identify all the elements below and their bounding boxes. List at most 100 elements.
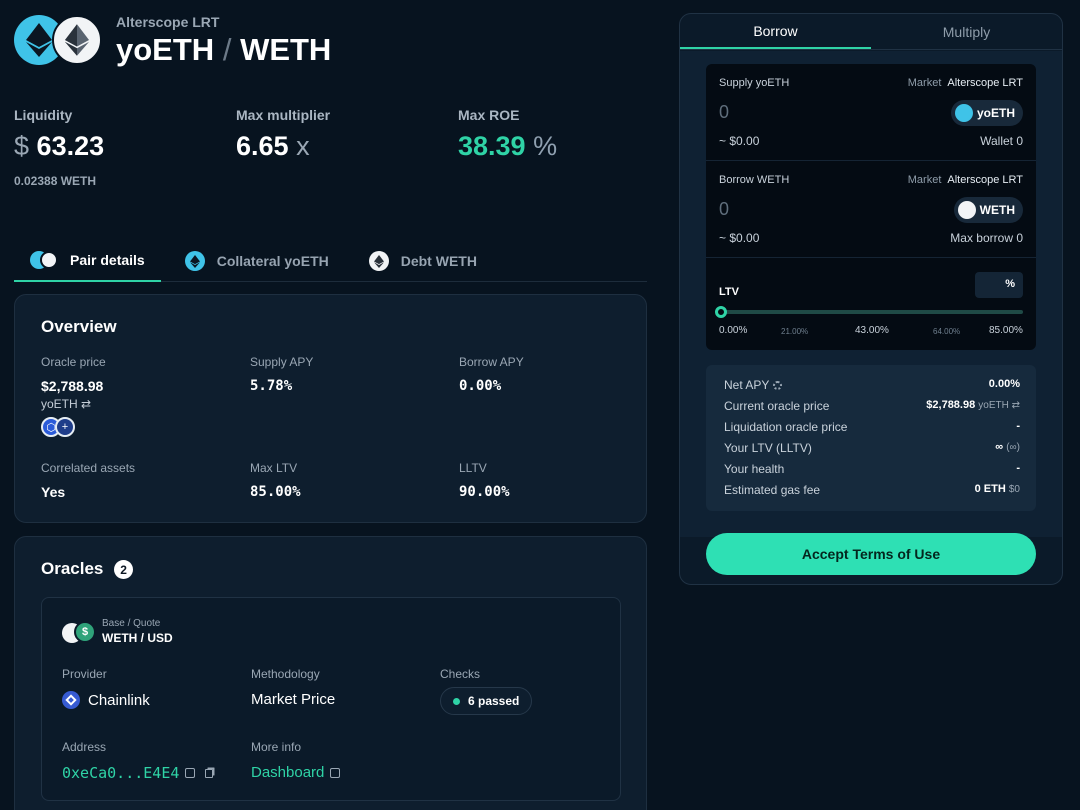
summary-row: Your health - (724, 462, 1020, 476)
summary-key: Liquidation oracle price (724, 420, 848, 434)
summary-row: Your LTV (LLTV) ∞ (∞) (724, 441, 1020, 455)
stat-value: $ 63.23 (14, 131, 236, 162)
borrow-usd: ~ $0.00 (719, 231, 760, 245)
summary-value: - (1016, 420, 1020, 432)
summary-value: - (1016, 462, 1020, 474)
oracles-title-text: Oracles (41, 559, 104, 578)
stat-value: 38.39 % (458, 131, 680, 162)
overview-card: Overview Oracle price $2,788.98 yoETH ⇄ … (14, 294, 647, 523)
supply-amount-input[interactable]: 0 (719, 102, 730, 122)
pair-icon (30, 250, 58, 270)
pair-icons (14, 15, 102, 67)
methodology-label: Methodology (251, 667, 320, 681)
token-label: WETH (979, 203, 1015, 217)
tab-collateral[interactable]: Collateral yoETH (169, 240, 345, 282)
summary-value: 0.00% (988, 378, 1020, 390)
lltv-value: 90.00% (459, 484, 510, 500)
market-label: Market (907, 174, 942, 186)
pair-title: yoETH / WETH (116, 32, 331, 68)
borrow-section: Borrow WETH Market Alterscope LRT 0 WETH … (706, 161, 1036, 258)
oracle-price: Oracle price $2,788.98 yoETH ⇄ ⬡ + (41, 355, 106, 437)
ltv-tick: 85.00% (989, 325, 1023, 336)
ltv-tick: 43.00% (855, 325, 889, 336)
ltv-tick: 64.00% (933, 327, 961, 336)
pair-header: Alterscope LRT yoETH / WETH (14, 14, 331, 68)
more-info-label: More info (251, 740, 302, 754)
correlated-assets: Correlated assets Yes (41, 461, 135, 500)
summary-key: Current oracle price (724, 399, 830, 413)
summary-key: Estimated gas fee (724, 483, 821, 497)
overview-title: Overview (41, 317, 117, 336)
panel-tabs: Borrow Multiply (680, 14, 1062, 50)
base-asset: yoETH (116, 32, 215, 67)
detail-tabs: Pair details Collateral yoETH Debt WETH (14, 240, 647, 282)
supply-usd: ~ $0.00 (719, 134, 760, 148)
stat-label: Liquidity (14, 107, 73, 123)
gear-icon[interactable] (773, 380, 783, 390)
tab-debt[interactable]: Debt WETH (353, 240, 493, 282)
oracle-price-unit[interactable]: yoETH ⇄ (41, 397, 92, 411)
stat-sub: 0.02388 WETH (14, 174, 97, 188)
ltv-slider-handle[interactable] (715, 306, 727, 318)
provider-label: Provider (62, 667, 107, 681)
dashboard-link[interactable]: Dashboard (251, 764, 325, 781)
oracle-price-value: $2,788.98 (41, 378, 104, 394)
wallet-balance[interactable]: Wallet 0 (980, 134, 1023, 148)
borrow-amount-input[interactable]: 0 (719, 199, 730, 219)
oracle-plus-icon[interactable]: + (55, 417, 75, 437)
tab-multiply[interactable]: Multiply (942, 23, 991, 40)
borrow-token-select[interactable]: WETH (953, 197, 1023, 223)
address-link[interactable]: 0xeCa0...E4E4 (62, 764, 180, 782)
yoeth-icon (954, 104, 973, 122)
oracle-item: $ Base / Quote WETH / USD Provider Chain… (41, 597, 621, 801)
max-ltv-label: Max LTV (250, 461, 298, 475)
market-label: Market (907, 77, 942, 89)
supply-apy-label: Supply APY (250, 355, 314, 369)
max-ltv: Max LTV 85.00% (250, 461, 301, 500)
borrow-market: Market Alterscope LRT (908, 174, 1023, 186)
summary-value: ∞ (995, 441, 1004, 453)
borrow-label: Borrow WETH (719, 174, 790, 186)
max-borrow[interactable]: Max borrow 0 (950, 231, 1023, 245)
correlated-label: Correlated assets (41, 461, 136, 475)
base-quote-label: Base / Quote (102, 618, 161, 629)
accept-terms-button[interactable]: Accept Terms of Use (706, 533, 1036, 575)
copy-icon[interactable] (205, 768, 214, 778)
summary-key: Your health (724, 462, 785, 476)
checks-label: Checks (440, 667, 481, 681)
base-quote-value: WETH / USD (102, 631, 173, 645)
tab-pair-details[interactable]: Pair details (14, 240, 161, 282)
checks-badge[interactable]: 6 passed (440, 687, 533, 715)
ltv-label: LTV (719, 286, 739, 298)
supply-token-select[interactable]: yoETH (950, 100, 1023, 126)
provider: Provider Chainlink (62, 667, 150, 709)
summary-value: $2,788.98 (926, 399, 976, 411)
provider-value: Chainlink (62, 691, 150, 709)
address-label: Address (62, 740, 107, 754)
summary-row: Estimated gas fee 0 ETH $0 (724, 483, 1020, 497)
correlated-value: Yes (41, 484, 66, 500)
swap-icon[interactable]: yoETH ⇄ (978, 400, 1020, 411)
ltv-input[interactable]: % (975, 272, 1023, 298)
external-link-icon[interactable] (185, 768, 196, 778)
tab-borrow[interactable]: Borrow (680, 14, 871, 49)
stat-label: Max ROE (458, 107, 520, 123)
stat-value: 6.65 x (236, 131, 458, 162)
stat-number: 63.23 (36, 131, 105, 161)
ltv-tick: 21.00% (781, 327, 809, 336)
summary-dim: (∞) (1006, 442, 1020, 453)
methodology: Methodology Market Price (251, 667, 335, 708)
ltv-tick: 0.00% (719, 325, 748, 336)
token-label: yoETH (976, 106, 1015, 120)
pair-separator: / (222, 32, 232, 67)
summary-key: Net APY (724, 378, 770, 392)
external-link-icon[interactable] (330, 767, 341, 778)
base-quote: $ Base / Quote WETH / USD (62, 618, 173, 645)
stat-max-multiplier: Max multiplier 6.65 x (236, 107, 458, 188)
market-name: Alterscope LRT (116, 14, 220, 30)
quote-asset: WETH (240, 32, 332, 67)
ltv-slider-track[interactable] (719, 310, 1023, 314)
stat-max-roe: Max ROE 38.39 % (458, 107, 680, 188)
supply-section: Supply yoETH Market Alterscope LRT 0 yoET… (706, 64, 1036, 161)
oracle-price-label: Oracle price (41, 355, 106, 369)
